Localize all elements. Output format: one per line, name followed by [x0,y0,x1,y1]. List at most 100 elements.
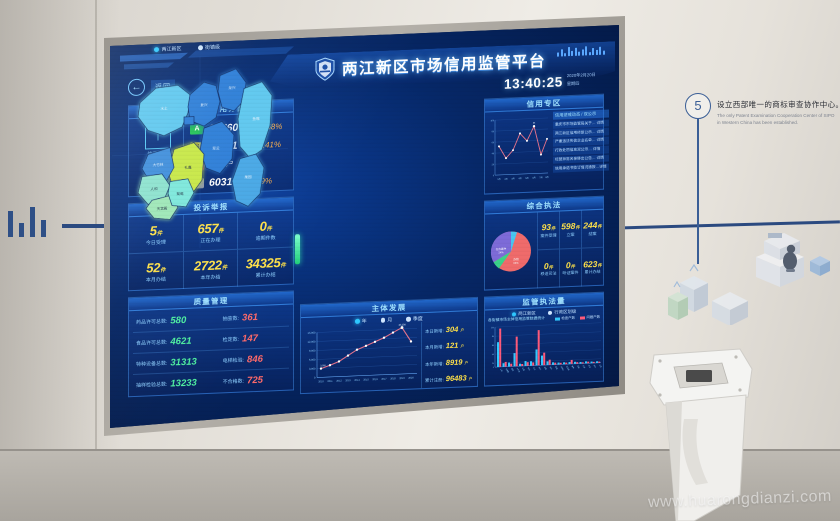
quality-label: 药品许可总数: [136,318,168,326]
quality-row[interactable]: 抽查数: 361 [219,305,289,330]
credit-zone-list-item[interactable]: 信用承诺书签订情况通报…详情 [553,163,609,173]
entity-stat-row: 本月新增: 121 户 [425,340,477,351]
complaint-cell[interactable]: 34325件 累计办结 [238,247,293,286]
quality-label: 抽查数: [222,315,240,322]
monitor-screen: ← 返回 两江新区市场信用监管平台 [110,25,619,428]
district-map[interactable]: 水土 复兴 龙兴 鱼嘴 果园 翠云 礼嘉 大竹林 人和 天宫殿 鸳鸯 [112,53,288,252]
map-toggle-label-street: 街镇级 [205,44,221,52]
svg-text:2010: 2010 [318,380,324,383]
wall-graphic-title: 设立西部唯一的商标审查协作中心。 [717,100,840,109]
svg-text:康美: 康美 [571,365,575,370]
quality-grid: 药品许可总数: 580 抽查数: 361 食品许可总数: 4621 [129,304,293,397]
svg-text:20: 20 [492,164,495,166]
enforcement-unit: 件 [597,262,602,268]
header-decoration-left [120,46,294,70]
panel-entity-development: 主体发展 年 月 季度 [300,296,478,395]
entity-development-stats: 本日新增: 304 户 本月新增: 121 户 [421,319,477,389]
svg-text:金山: 金山 [593,364,597,369]
entity-stat-label: 本年新增: [425,360,444,367]
enforcement-cell[interactable]: 598件 立案 [559,210,581,250]
quality-row[interactable]: 抽样检验总数: 13233 [133,371,220,396]
floor-wall-joint [0,449,840,451]
svg-text:王家: 王家 [582,364,586,369]
panel-quality-management: 质量管理 药品许可总数: 580 抽查数: 361 食品许可总数 [128,290,294,398]
credit-zone-list-header: 信用惩戒动态 / 双公示 [553,109,609,120]
quality-row[interactable]: 电梯检验: 846 [219,347,289,372]
quality-row[interactable]: 检定数: 147 [219,326,289,351]
clock-time: 13:40:25 [504,74,563,92]
svg-text:3月: 3月 [511,176,514,180]
map-toggle-label-district: 两江新区 [161,46,182,53]
entity-stat-label: 本月新增: [425,344,444,351]
radio-unselected-icon [547,310,553,316]
svg-text:40: 40 [492,354,494,356]
svg-text:2014: 2014 [354,379,360,382]
enforcement-unit: 件 [570,263,576,269]
svg-text:在办案件: 在办案件 [496,247,507,251]
svg-text:64%: 64% [513,261,519,265]
complaint-label: 本年办结 [200,274,221,282]
svg-text:水土: 水土 [532,367,536,372]
svg-text:100: 100 [491,120,495,122]
svg-text:石船: 石船 [576,365,580,370]
svg-text:9,000: 9,000 [309,349,316,353]
supervision-bar-chart[interactable]: 0 20 40 60 80 100 [485,319,603,387]
credit-zone-news-list[interactable]: 信用惩戒动态 / 双公示 重庆市市场监管局关于… 详情 两江新区信用修复公示… … [551,107,611,191]
complaint-cell[interactable]: 2722件 本年办结 [183,249,239,289]
map-label: 大竹林 [153,162,164,167]
dashboard: ← 返回 两江新区市场信用监管平台 [110,25,619,428]
svg-text:2月: 2月 [504,177,507,181]
quality-row[interactable]: 不合格数: 725 [220,369,289,393]
map-region [187,81,221,127]
entity-stat-label: 累计注册: [425,377,444,384]
enforcement-unit: 件 [597,223,602,230]
enforcement-value: 244 [583,220,598,231]
map-region [237,81,273,159]
map-label: 鸳鸯 [176,191,184,196]
complaint-value: 34325 [245,254,281,272]
credit-zone-line-chart[interactable]: 0 20 40 60 80 100 86 [485,110,551,195]
quality-label: 不合格数: [222,378,245,386]
enforcement-grid: 93件 案件受理 598件 立案 244件 结案 [537,209,603,289]
svg-text:5月: 5月 [525,176,528,180]
enforcement-cell[interactable]: 0件 移送司法 [537,249,559,289]
enforcement-value: 598 [561,221,576,232]
map-label: 龙兴 [228,85,236,90]
complaint-cell[interactable]: 52件 本月办结 [129,251,184,292]
enforcement-cell[interactable]: 93件 案件受理 [537,211,559,251]
svg-text:2011: 2011 [327,380,333,383]
wall-graphic: 5 设立西部唯一的商标审查协作中心。 The only Patent Exami… [655,85,840,275]
svg-text:2012: 2012 [336,379,342,382]
government-emblem-icon [315,57,335,81]
entity-development-line-chart[interactable]: 0 3,000 6,000 9,000 12,000 15,000 [301,322,421,393]
enforcement-cell[interactable]: 0件 听证案件 [559,248,581,288]
complaint-unit: 件 [221,265,227,272]
quality-value: 725 [247,374,263,387]
svg-text:鱼嘴: 鱼嘴 [543,366,547,371]
map-label: 水土 [160,106,168,111]
svg-text:木耳: 木耳 [587,364,591,369]
svg-text:4月: 4月 [518,176,521,180]
complaint-unit: 件 [160,267,166,274]
enforcement-label: 移送司法 [540,270,557,277]
dashboard-header: 两江新区市场信用监管平台 [270,41,615,91]
entity-stat-value: 304 [445,324,459,334]
enforcement-cell[interactable]: 244件 结案 [581,209,603,249]
svg-text:8月: 8月 [545,175,548,179]
svg-text:双龙湖: 双龙湖 [565,365,570,371]
svg-text:100: 100 [491,327,494,329]
map-toggle-option-street[interactable]: 街镇级 [197,43,221,52]
wall-decoration-line-left [62,224,108,228]
svg-text:1月: 1月 [497,177,500,181]
enforcement-pie-chart[interactable]: 在办案件 24% 办结 64% [485,212,537,290]
map-toggle-option-district[interactable]: 两江新区 [154,45,182,53]
svg-text:3,050: 3,050 [320,365,326,367]
complaint-label: 本月办结 [145,276,166,284]
map-region [231,153,265,207]
enforcement-cell[interactable]: 623件 累计办结 [581,247,603,287]
map-scale-indicator [295,234,300,265]
svg-text:鸳鸯: 鸳鸯 [510,367,514,372]
svg-text:12,000: 12,000 [308,340,316,344]
enforcement-unit: 件 [575,224,580,231]
